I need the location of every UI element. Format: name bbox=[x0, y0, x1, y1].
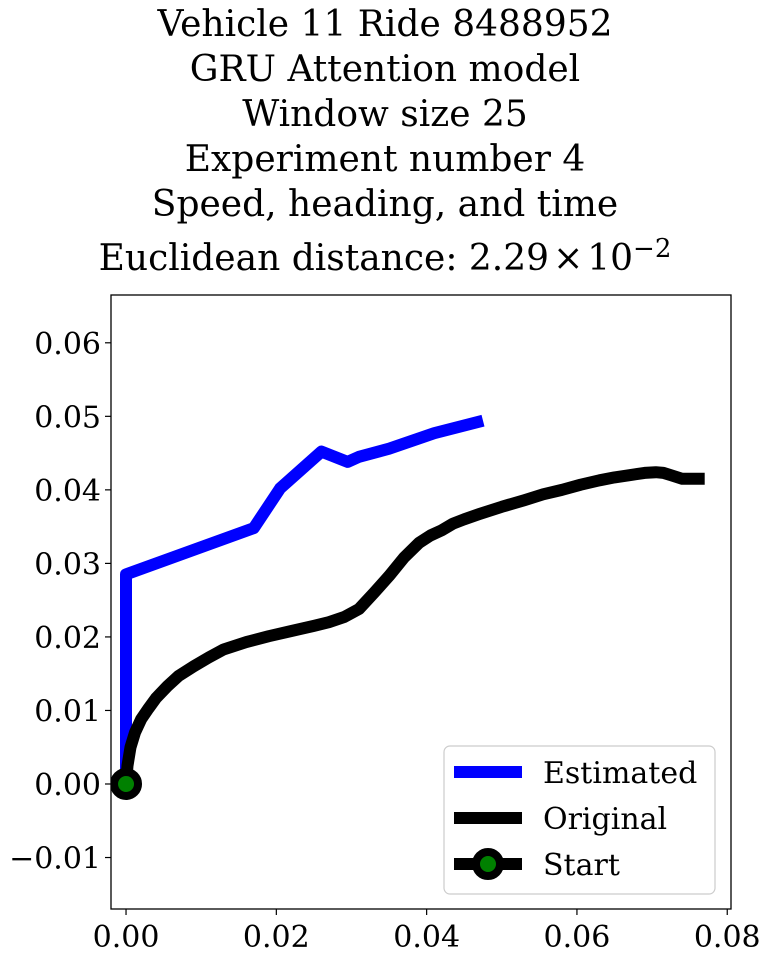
distance-prefix: Euclidean distance: bbox=[98, 238, 469, 279]
y-axis: −0.01 0.00 0.01 0.02 0.03 0.04 0.05 0.06 bbox=[9, 327, 111, 877]
y-tick-label: 0.01 bbox=[34, 694, 101, 729]
plot-frame bbox=[110, 294, 732, 910]
x-tick-label: 0.02 bbox=[243, 920, 310, 955]
start-marker bbox=[111, 767, 143, 800]
series-line-original bbox=[120, 466, 705, 785]
title-line-window: Window size 25 bbox=[242, 94, 528, 135]
x-axis: 0.00 0.02 0.04 0.06 0.08 bbox=[93, 909, 761, 955]
legend-estimated-label: Estimated bbox=[543, 756, 697, 791]
legend-start-marker bbox=[472, 848, 504, 880]
legend-original-label: Original bbox=[543, 802, 667, 837]
series-layer bbox=[111, 414, 705, 800]
title-line-features: Speed, heading, and time bbox=[151, 184, 619, 225]
title-line-distance: Euclidean distance: 2.29 × 10−2 bbox=[0, 227, 770, 279]
y-tick-label: 0.05 bbox=[34, 400, 101, 435]
x-tick-label: 0.00 bbox=[93, 920, 160, 955]
series-line-estimated bbox=[120, 414, 485, 784]
title-line-model: GRU Attention model bbox=[189, 49, 581, 90]
y-tick-label: 0.02 bbox=[34, 621, 101, 656]
y-tick-label: 0.04 bbox=[34, 474, 101, 509]
x-tick-label: 0.08 bbox=[694, 920, 761, 955]
distance-mantissa: 2.29 bbox=[468, 238, 550, 279]
x-tick-label: 0.06 bbox=[544, 920, 611, 955]
legend: Estimated Original Start bbox=[443, 745, 716, 895]
y-tick-label: 0.00 bbox=[34, 768, 101, 803]
x-tick-label: 0.04 bbox=[393, 920, 460, 955]
title-line-experiment: Experiment number 4 bbox=[184, 139, 586, 180]
legend-box bbox=[443, 745, 716, 895]
y-tick-label: 0.06 bbox=[34, 327, 101, 362]
title-line-vehicle: Vehicle 11 Ride 8488952 bbox=[157, 4, 613, 45]
y-tick-label: 0.03 bbox=[34, 547, 101, 582]
chart-title: Vehicle 11 Ride 8488952 GRU Attention mo… bbox=[0, 0, 770, 279]
distance-exponent: −2 bbox=[633, 234, 672, 264]
distance-base: 10 bbox=[587, 238, 634, 279]
legend-start-label: Start bbox=[543, 848, 620, 883]
y-tick-label: −0.01 bbox=[9, 842, 101, 877]
distance-times: × bbox=[553, 238, 584, 279]
